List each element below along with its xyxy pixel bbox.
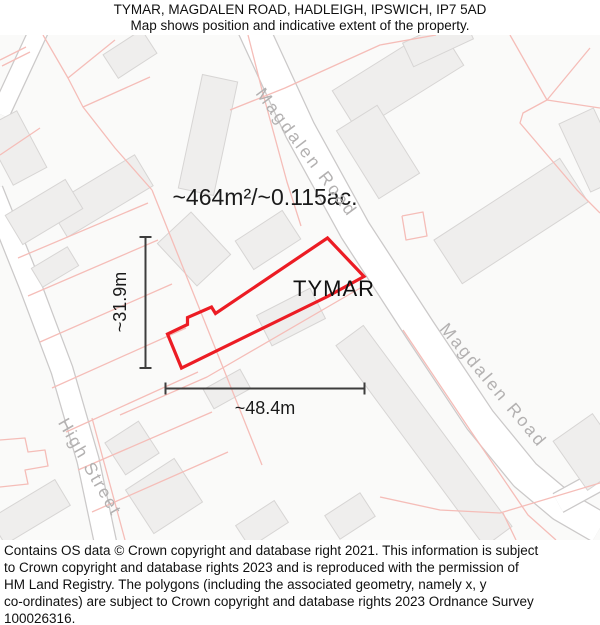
parcel-boundary-line xyxy=(65,371,199,433)
building xyxy=(102,35,158,79)
parcel-boundary-line xyxy=(39,283,173,343)
parcel-boundary-line xyxy=(402,329,557,540)
parcel-boundary-line xyxy=(519,99,600,214)
parcel-boundary-line xyxy=(77,411,213,471)
copyright-line: to Crown copyright and database rights 2… xyxy=(4,560,519,575)
title-description-line: Map shows position and indicative extent… xyxy=(130,18,470,33)
copyright-notice: Contains OS data © Crown copyright and d… xyxy=(0,540,600,625)
building xyxy=(4,178,84,246)
parcel-boundary-line xyxy=(119,286,363,416)
parcel-boundary-line xyxy=(91,417,126,540)
height-dimension-label: ~31.9m xyxy=(110,272,130,333)
parcel-boundary-line xyxy=(509,35,548,101)
parcel-boundary-line xyxy=(17,202,149,259)
map-canvas: ~464m²/~0.115ac.TYMAR~31.9m~48.4mMagdale… xyxy=(0,35,600,540)
map-area: ~464m²/~0.115ac. TYMAR ~31.9m ~48.4m Magdale… xyxy=(0,35,600,540)
page-title: TYMAR, MAGDALEN ROAD, HADLEIGH, IPSWICH,… xyxy=(0,2,600,34)
parcel-boundary-line xyxy=(82,76,151,108)
building xyxy=(156,211,232,287)
building xyxy=(177,73,239,197)
title-address-line: TYMAR, MAGDALEN ROAD, HADLEIGH, IPSWICH,… xyxy=(113,2,487,17)
building xyxy=(324,492,376,540)
building xyxy=(335,104,421,200)
building xyxy=(0,110,48,186)
building xyxy=(552,412,600,492)
building xyxy=(104,420,160,476)
parcel-boundary-line xyxy=(1,51,31,67)
road-high-street xyxy=(0,186,116,540)
parcel-boundary-line xyxy=(546,47,591,101)
copyright-line: co-ordinates) are subject to Crown copyr… xyxy=(4,594,534,609)
building xyxy=(401,35,475,68)
building xyxy=(234,209,302,271)
parcel-boundary-line xyxy=(67,39,116,79)
parcel-boundary-line xyxy=(0,127,41,156)
building xyxy=(255,287,327,347)
building xyxy=(234,499,290,540)
building xyxy=(433,157,589,285)
property-outline xyxy=(165,235,367,371)
building xyxy=(124,457,204,535)
width-dimension-label: ~48.4m xyxy=(235,398,296,418)
parcel-boundary-line xyxy=(546,99,600,109)
copyright-line: 100026316. xyxy=(4,611,76,625)
parcel-boundary-line xyxy=(502,512,517,540)
road-top-left-road xyxy=(0,35,47,118)
building xyxy=(0,478,71,540)
building xyxy=(558,107,600,193)
parcel-boundary-line xyxy=(27,239,159,297)
copyright-line: Contains OS data © Crown copyright and d… xyxy=(4,543,539,558)
parcel-boundary-line xyxy=(51,327,187,389)
parcel-boundary-line xyxy=(247,35,302,227)
road-magdalen-road xyxy=(239,35,600,540)
area-label: ~464m²/~0.115ac. xyxy=(173,184,358,210)
building xyxy=(335,324,513,540)
copyright-line: HM Land Registry. The polygons (includin… xyxy=(4,577,487,592)
parcel-boundary-line xyxy=(379,482,600,514)
parcel-boundary-line xyxy=(0,437,49,488)
building xyxy=(30,246,80,288)
property-name-label: TYMAR xyxy=(293,276,375,301)
parcel-boundary-line xyxy=(229,35,437,111)
parcel-boundary-line xyxy=(401,211,428,241)
parcel-boundary-line xyxy=(0,46,27,61)
parcel-boundary-line xyxy=(151,189,263,466)
